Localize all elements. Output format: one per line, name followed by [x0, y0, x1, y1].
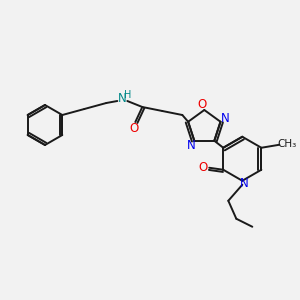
Text: O: O — [130, 122, 139, 134]
Text: N: N — [221, 112, 230, 125]
Text: N: N — [187, 139, 196, 152]
Text: O: O — [198, 98, 207, 112]
Text: N: N — [118, 92, 127, 104]
Text: O: O — [199, 161, 208, 174]
Text: CH₃: CH₃ — [278, 139, 297, 149]
Text: N: N — [240, 177, 249, 190]
Text: H: H — [124, 90, 131, 100]
